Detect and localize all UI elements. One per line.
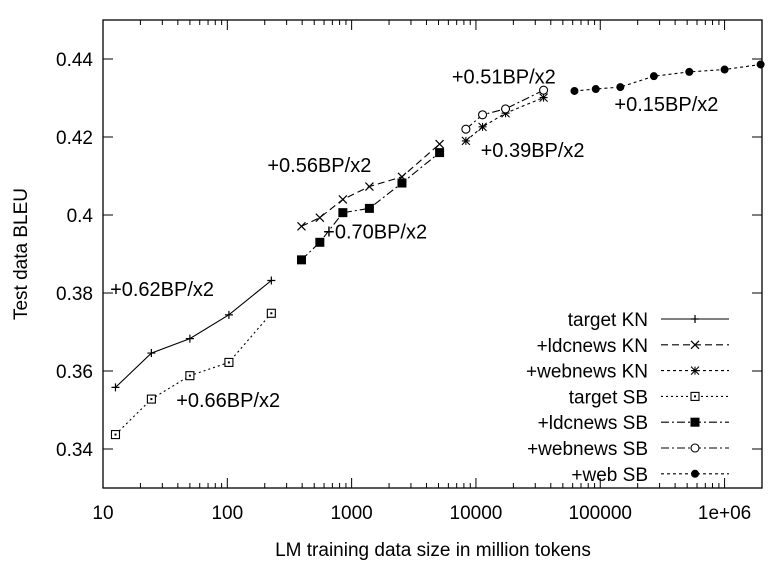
legend-label: +web SB [571,465,648,486]
legend-label: +webnews KN [526,362,648,383]
data-point-webnews-sb [477,110,488,120]
x-tick-label: 10000 [450,503,503,524]
plot-frame-group [102,19,763,489]
data-point-web-sb [720,65,729,74]
data-point-ldcnews-kn [315,213,325,223]
legend-marker-target-sb-dot [694,395,696,398]
data-point-web-sb [756,60,765,69]
legend-marker-webnews-kn [690,366,700,375]
legend: target KN +ldcnews KN +webnews KN target SB… [526,310,729,486]
data-point-webnews-kn [478,122,487,132]
data-point-target-kn [224,310,233,319]
legend-marker-target-kn [691,315,699,323]
data-point-ldcnews-sb [397,178,407,188]
x-tick-label: 1000 [330,503,372,524]
data-point-web-sb [616,83,625,92]
x-tick-label: 100 [211,503,243,524]
x-tick-label: 100000 [569,503,632,524]
data-point-ldcnews-sb [338,208,348,218]
y-tick-label: 0.36 [56,362,93,383]
series-line-ldcnews-kn [301,143,440,227]
data-point-ldcnews-kn [364,182,374,191]
y-tick-label: 0.4 [67,206,94,227]
legend-marker-web-sb [691,469,699,478]
data-point-ldcnews-sb [315,237,325,247]
annotation-label: +0.56BP/x2 [267,155,371,177]
legend-marker-ldcnews-sb [690,417,700,427]
ticks-group: 10 100 1000 10000 100000 1e+06 0.34 0.36 0.38 0.4… [56,20,763,524]
legend-label: +webnews SB [527,439,648,460]
data-point-webnews-sb [500,104,511,114]
data-point-webnews-sb [461,124,471,134]
legend-label: +ldcnews SB [538,413,648,434]
data-point-ldcnews-sb [435,148,445,158]
data-point-target-sb-dot [150,398,153,401]
y-tick-label: 0.38 [56,284,93,305]
data-point-target-sb-dot [227,361,230,364]
series-line-webnews-kn [465,97,544,142]
data-point-web-sb [685,67,694,76]
series-web-sb [570,60,765,95]
y-tick-label: 0.44 [56,50,93,71]
data-point-ldcnews-kn [435,139,445,149]
x-axis-title: LM training data size in million tokens [275,540,591,561]
annotations-group: +0.62BP/x2 +0.66BP/x2 +0.56BP/x2 +0.70BP/x2… [110,67,718,412]
annotation-label: +0.66BP/x2 [176,390,280,412]
data-point-web-sb [591,85,600,94]
series-line-web-sb [574,63,761,92]
series-group [110,60,765,440]
data-point-web-sb [649,72,658,81]
legend-label: target KN [568,310,648,331]
data-point-target-sb-dot [188,374,191,377]
data-point-ldcnews-kn [338,194,348,204]
data-point-ldcnews-sb [364,203,374,213]
series-ldcnews-kn [297,139,445,231]
series-target-kn [111,276,276,392]
data-point-target-kn [185,334,194,343]
x-tick-label: 1e+06 [698,503,751,524]
data-point-target-sb-dot [270,312,273,315]
annotation-label: +0.51BP/x2 [452,67,556,89]
legend-marker-ldcnews-kn [690,340,700,350]
annotation-label: +0.15BP/x2 [614,94,718,116]
y-tick-label: 0.42 [56,128,93,149]
annotation-label: +0.70BP/x2 [323,221,427,243]
data-point-target-kn [111,383,120,392]
series-line-webnews-sb [465,89,544,130]
data-point-target-kn [147,349,156,358]
series-ldcnews-sb [296,148,445,265]
legend-marker-webnews-sb [690,443,700,453]
x-tick-label: 10 [92,503,113,524]
annotation-label: +0.62BP/x2 [110,279,214,301]
y-axis-title: Test data BLEU [11,188,32,320]
plot-frame [102,19,763,489]
series-webnews-kn [461,93,548,146]
data-point-ldcnews-kn [297,221,306,231]
series-target-sb [110,308,276,440]
data-point-target-sb-dot [114,433,117,436]
data-point-webnews-kn [539,93,548,102]
data-point-web-sb [570,86,579,95]
y-tick-label: 0.34 [56,440,93,461]
series-webnews-sb [461,85,549,134]
data-point-ldcnews-sb [296,255,306,265]
data-point-webnews-sb [539,85,549,95]
legend-label: +ldcnews KN [537,336,648,357]
data-point-webnews-kn [461,136,471,146]
legend-label: target SB [569,387,648,408]
data-point-target-kn [267,276,276,285]
annotation-label: +0.39BP/x2 [481,140,585,162]
